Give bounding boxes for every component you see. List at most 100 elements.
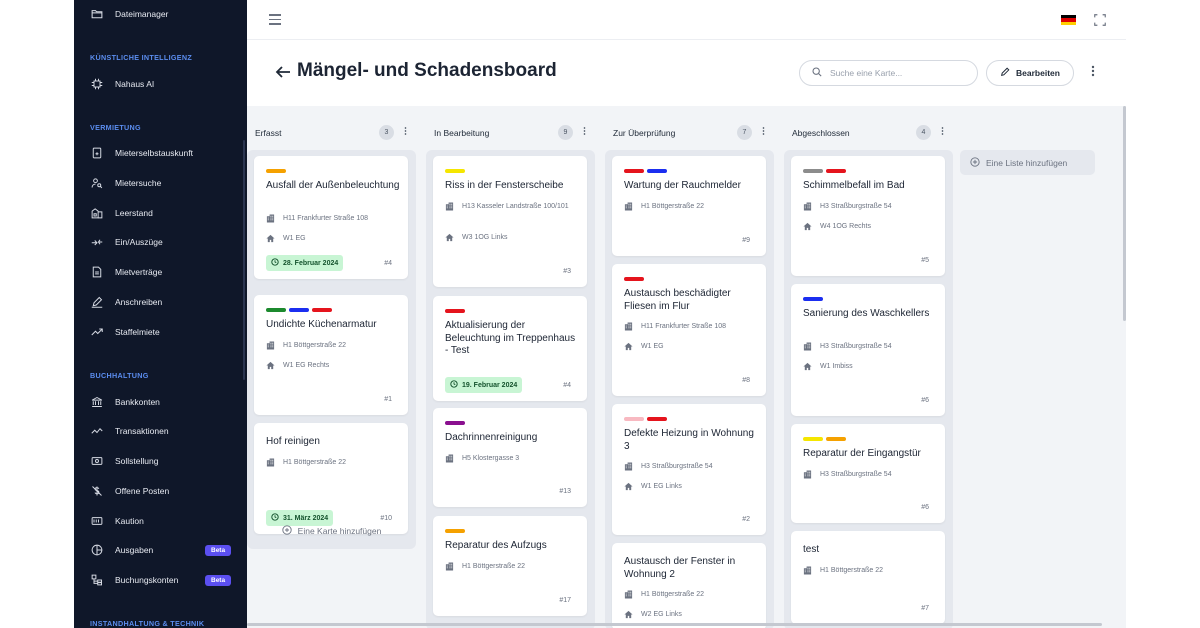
search-box[interactable] <box>799 60 978 86</box>
card-building: H3 Straßburgstraße 54 <box>624 461 751 472</box>
card-number: #2 <box>742 516 750 523</box>
building-text: H1 Böttgerstraße 22 <box>820 566 884 574</box>
add-card-label: Eine Karte hinzufügen <box>297 526 382 536</box>
building-text: H11 Frankfurter Straße 108 <box>283 215 369 222</box>
card-label-yellow <box>803 437 823 441</box>
board-card[interactable]: Hof reinigen H1 Böttgerstraße 22 31. März … <box>254 423 408 534</box>
board-card[interactable]: Aktualisierung der Beleuchtung im Treppe… <box>433 296 587 401</box>
board-card[interactable]: Schimmelbefall im Bad H3 Straßburgstraße … <box>791 156 945 276</box>
building-icon <box>266 340 275 350</box>
board-card[interactable]: Reparatur der Eingangstür H3 Straßburgstr… <box>791 424 945 523</box>
sidebar-item-mieterselbstauskunft[interactable]: Mieterselbstauskunft <box>90 144 193 162</box>
building-icon <box>803 565 812 575</box>
sidebar-item-sollstellung[interactable]: Sollstellung <box>90 452 158 470</box>
card-building: H1 Böttgerstraße 22 <box>624 589 751 600</box>
back-arrow-icon[interactable] <box>274 63 292 81</box>
list-more-options-icon[interactable] <box>580 126 588 140</box>
board-horizontal-scrollbar[interactable] <box>247 623 1102 626</box>
card-labels <box>803 297 826 301</box>
sidebar-item-buchungskonten[interactable]: Buchungskonten <box>90 571 178 589</box>
list-more-options-icon[interactable] <box>401 126 409 140</box>
board-card[interactable]: test H1 Böttgerstraße 22 #7 <box>791 531 945 624</box>
card-number: #3 <box>563 268 571 275</box>
sidebar-item-label: Buchungskonten <box>115 575 179 585</box>
board-card[interactable]: Wartung der Rauchmelder H1 Böttgerstraße … <box>612 156 766 256</box>
sidebar-item-offene-posten[interactable]: Offene Posten <box>90 482 169 500</box>
card-building: H3 Straßburgstraße 54 <box>803 469 930 480</box>
home-icon <box>803 362 812 371</box>
building-text: H5 Klostergasse 3 <box>462 454 520 462</box>
sidebar: Dateimanager KÜNSTLICHE INTELLIGENZ Naha… <box>74 0 247 628</box>
search-input[interactable] <box>830 68 960 78</box>
card-label-red <box>647 417 667 421</box>
edit-button[interactable]: Bearbeiten <box>986 60 1074 86</box>
card-title: Ausfall der Außenbeleuchtung <box>266 180 400 191</box>
building-icon <box>445 453 454 463</box>
card-title: Dachrinnenreinigung <box>445 432 538 443</box>
document-icon <box>90 146 104 160</box>
sidebar-scrollbar[interactable] <box>243 140 245 380</box>
fullscreen-icon[interactable] <box>1093 13 1107 27</box>
sidebar-item-ausgaben[interactable]: Ausgaben <box>90 541 153 559</box>
card-label-purple <box>445 421 465 425</box>
sidebar-item-kaution[interactable]: Kaution <box>90 512 144 530</box>
add-card-button[interactable]: Eine Karte hinzufügen <box>247 524 416 538</box>
pen-icon <box>90 295 104 309</box>
board-card[interactable]: Austausch beschädigter Fliesen im Flur H1… <box>612 264 766 396</box>
sidebar-item-dateimanager[interactable]: Dateimanager <box>90 5 168 23</box>
building-text: H1 Böttgerstraße 22 <box>641 202 705 210</box>
board-card[interactable]: Reparatur des Aufzugs H1 Böttgerstraße 22… <box>433 516 587 616</box>
board-card[interactable]: Ausfall der Außenbeleuchtung H11 Frankfur… <box>254 156 408 279</box>
building-text: H3 Straßburgstraße 54 <box>820 470 892 478</box>
card-building: H1 Böttgerstraße 22 <box>266 340 393 351</box>
card-labels <box>803 169 849 173</box>
chart-line-icon <box>90 424 104 438</box>
add-list-button[interactable]: Eine Liste hinzufügen <box>960 150 1095 175</box>
sidebar-item-leerstand[interactable]: Leerstand <box>90 204 153 222</box>
sidebar-item-bankkonten[interactable]: Bankkonten <box>90 393 160 411</box>
card-building: H1 Böttgerstraße 22 <box>445 561 572 572</box>
card-label-green <box>266 308 286 312</box>
menu-icon[interactable] <box>269 14 281 26</box>
home-icon <box>624 342 633 351</box>
more-options-icon[interactable] <box>1085 64 1101 82</box>
card-label-blue <box>803 297 823 301</box>
sidebar-item-mietersuche[interactable]: Mietersuche <box>90 174 161 192</box>
list-header: Zur Überprüfung 7 <box>613 125 769 141</box>
board-card[interactable]: Undichte Küchenarmatur H1 Böttgerstraße 2… <box>254 295 408 415</box>
card-label-red <box>312 308 332 312</box>
sidebar-item-transaktionen[interactable]: Transaktionen <box>90 422 169 440</box>
list-more-options-icon[interactable] <box>938 126 946 140</box>
card-number: #4 <box>563 382 571 389</box>
sidebar-item-mietvertraege[interactable]: Mietverträge <box>90 263 162 281</box>
sidebar-item-nahaus-ai[interactable]: Nahaus AI <box>90 75 154 93</box>
vacancy-icon <box>90 206 104 220</box>
board-card[interactable]: Riss in der Fensterscheibe H13 Kasseler L… <box>433 156 587 287</box>
card-labels <box>624 417 670 421</box>
card-unit: W3 1OG Links <box>445 232 572 243</box>
list-header: In Bearbeitung 9 <box>434 125 590 141</box>
page-header: Mängel- und Schadensboard Bearbeiten <box>247 41 1126 105</box>
board-card[interactable]: Defekte Heizung in Wohnung 3 H3 Straßburg… <box>612 404 766 535</box>
board-vertical-scrollbar[interactable] <box>1123 106 1126 321</box>
german-flag-icon[interactable] <box>1061 15 1076 25</box>
building-text: H1 Böttgerstraße 22 <box>283 458 347 466</box>
building-icon <box>803 469 812 479</box>
money-icon <box>90 454 104 468</box>
sidebar-item-label: Mieterselbstauskunft <box>115 148 193 158</box>
list-more-options-icon[interactable] <box>759 126 767 140</box>
board-card[interactable]: Sanierung des Waschkellers H3 Straßburgst… <box>791 284 945 416</box>
board-card[interactable]: Dachrinnenreinigung H5 Klostergasse 3 #13 <box>433 408 587 507</box>
list-count-badge: 3 <box>379 125 394 140</box>
card-labels <box>624 169 670 173</box>
sidebar-item-anschreiben[interactable]: Anschreiben <box>90 293 162 311</box>
card-building: H5 Klostergasse 3 <box>445 453 572 464</box>
board-card[interactable]: Austausch der Fenster in Wohnung 2 H1 Böt… <box>612 543 766 628</box>
sidebar-item-staffelmiete[interactable]: Staffelmiete <box>90 323 160 341</box>
sidebar-item-label: Dateimanager <box>115 9 169 19</box>
due-date-text: 31. März 2024 <box>283 514 329 522</box>
card-unit: W1 EG Rechts <box>266 360 393 371</box>
edit-button-label: Bearbeiten <box>1016 68 1060 78</box>
card-unit: W4 1OG Rechts <box>803 221 930 232</box>
sidebar-item-ein-auszuege[interactable]: Ein/Auszüge <box>90 233 163 251</box>
